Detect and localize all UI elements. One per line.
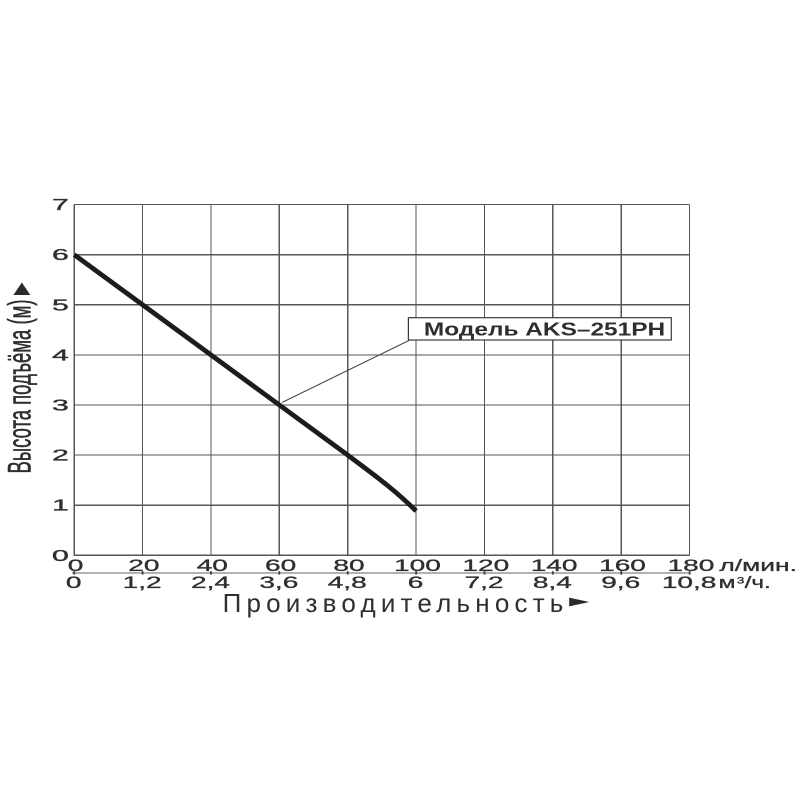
svg-text:4: 4 <box>52 347 69 364</box>
svg-text:1: 1 <box>52 497 69 514</box>
svg-text:6: 6 <box>408 573 424 592</box>
svg-text:2,4: 2,4 <box>191 573 230 592</box>
svg-text:140: 140 <box>531 556 578 575</box>
svg-text:5: 5 <box>52 297 69 314</box>
svg-text:7,2: 7,2 <box>465 573 504 592</box>
svg-text:120: 120 <box>462 556 509 575</box>
svg-text:6: 6 <box>52 247 69 264</box>
svg-text:4,8: 4,8 <box>328 573 367 592</box>
svg-text:8,4: 8,4 <box>533 573 572 592</box>
svg-text:10,8: 10,8 <box>662 573 717 592</box>
svg-text:Производительность: Производительность <box>223 588 569 618</box>
svg-text:160: 160 <box>599 556 646 575</box>
svg-text:40: 40 <box>197 556 228 575</box>
svg-text:100: 100 <box>394 556 441 575</box>
svg-text:3: 3 <box>52 397 69 414</box>
svg-text:Модель AKS–251PH: Модель AKS–251PH <box>424 318 665 340</box>
svg-text:м3/ч.: м3/ч. <box>719 574 771 592</box>
svg-text:Высота подъёма (м): Высота подъёма (м) <box>0 300 37 474</box>
svg-text:7: 7 <box>52 197 69 214</box>
svg-text:1,2: 1,2 <box>123 573 162 592</box>
svg-text:180: 180 <box>668 556 715 575</box>
svg-text:л/мин.: л/мин. <box>719 556 797 575</box>
svg-text:2: 2 <box>52 447 69 464</box>
svg-text:60: 60 <box>265 556 296 575</box>
svg-text:3,6: 3,6 <box>259 573 298 592</box>
svg-text:0: 0 <box>66 573 82 592</box>
svg-text:0: 0 <box>68 556 84 575</box>
svg-text:20: 20 <box>128 556 159 575</box>
svg-text:9,6: 9,6 <box>601 573 640 592</box>
svg-text:0: 0 <box>52 547 69 564</box>
svg-text:80: 80 <box>333 556 364 575</box>
